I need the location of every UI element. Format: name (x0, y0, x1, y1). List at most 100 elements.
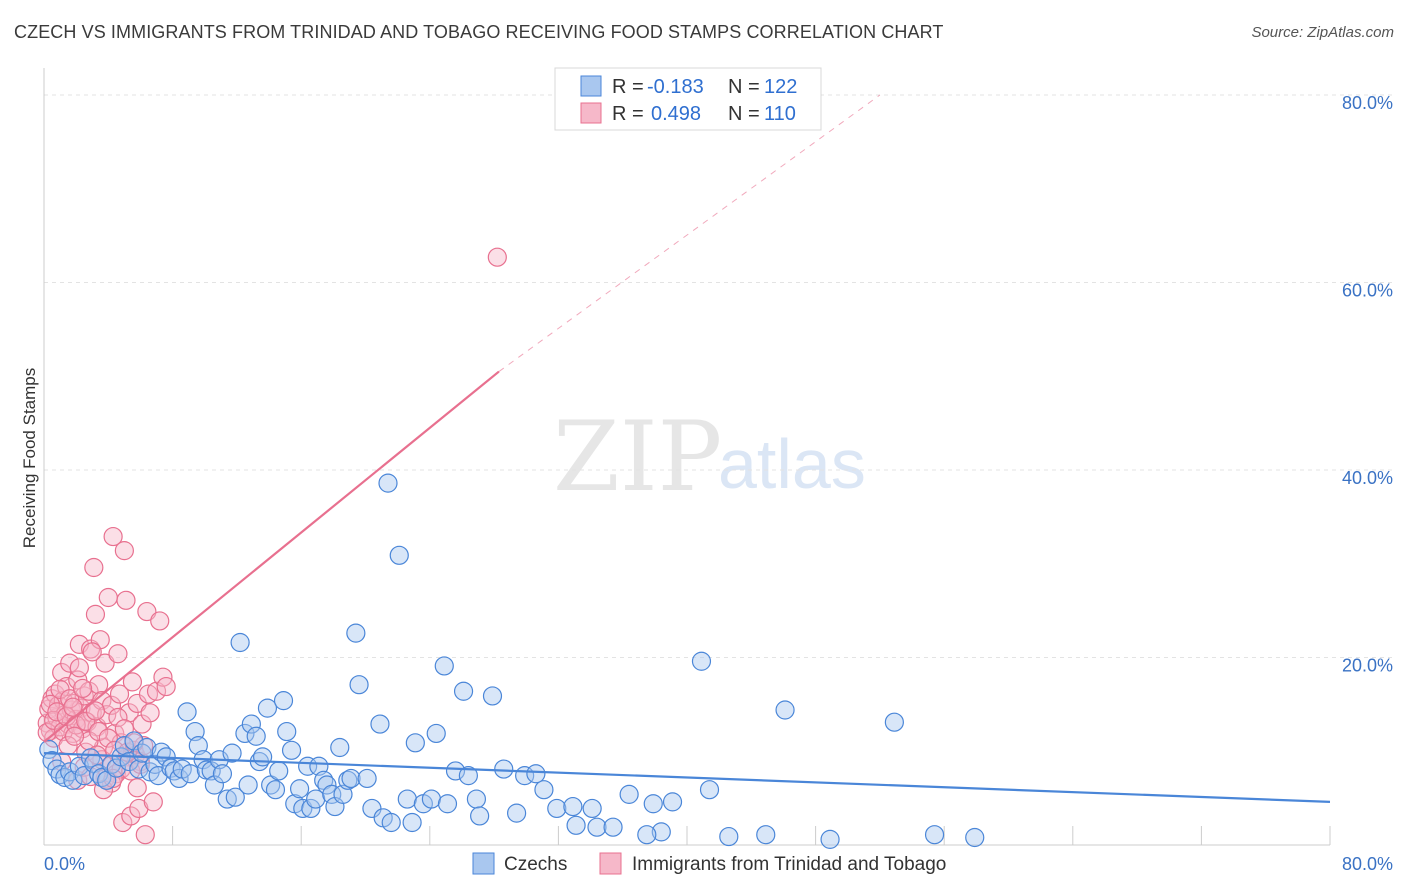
bottom-legend-label-trinidad: Immigrants from Trinidad and Tobago (632, 854, 946, 875)
czech-point-55 (269, 761, 289, 781)
czech-point-114 (756, 825, 776, 845)
czech-point-70 (330, 737, 350, 758)
trinidad-point-37 (97, 705, 117, 725)
czech-point-116 (820, 829, 840, 849)
y-tick-label-80: 80.0% (1342, 93, 1393, 113)
trinidad-point-67 (150, 611, 170, 631)
czech-point-85 (405, 733, 425, 753)
czech-point-68 (322, 784, 342, 804)
x-tick-label-min: 0.0% (44, 854, 85, 874)
bottom-legend-swatch-trinidad (599, 852, 622, 875)
czech-point-89 (434, 656, 454, 676)
trinidad-point-52 (121, 806, 141, 826)
czech-point-76 (357, 768, 377, 789)
czech-point-48 (241, 714, 261, 734)
gridlines (44, 94, 1393, 658)
czech-point-67 (317, 775, 337, 795)
czech-point-52 (257, 698, 278, 718)
trend-lines (43, 94, 1331, 803)
legend-r-label-trinidad: R = (612, 103, 644, 125)
watermark-zip: ZIP (553, 401, 722, 513)
czech-trend-line (43, 752, 1331, 803)
czech-point-101 (547, 798, 567, 819)
legend-n-label-czechs: N = (728, 76, 760, 98)
czech-point-63 (301, 798, 321, 819)
trinidad-point-64 (140, 703, 160, 723)
czech-point-42 (217, 789, 237, 809)
source-label: Source: ZipAtlas.com (1251, 24, 1394, 41)
trinidad-point-36 (95, 653, 115, 673)
czech-point-96 (482, 686, 503, 706)
x-tick-label-max: 80.0% (1342, 854, 1393, 874)
legend-r-value-trinidad: 0.498 (651, 103, 701, 125)
czech-point-91 (445, 761, 466, 781)
czech-point-87 (421, 789, 442, 809)
czech-point-49 (246, 726, 266, 746)
czech-point-112 (699, 780, 720, 800)
trinidad-point-62 (137, 601, 157, 622)
czech-point-110 (662, 792, 683, 812)
czech-point-81 (381, 812, 401, 833)
czech-point-97 (494, 759, 514, 779)
czech-point-46 (235, 723, 255, 744)
czech-point-115 (775, 700, 795, 720)
czech-point-32 (177, 702, 197, 722)
trinidad-point-109 (64, 726, 85, 746)
series-czechs-points (39, 473, 985, 849)
czech-point-105 (587, 817, 607, 837)
czech-point-57 (277, 721, 297, 742)
trinidad-point-44 (108, 644, 128, 664)
legend-r-value-czechs: -0.183 (647, 76, 704, 98)
trinidad-point-81 (72, 678, 93, 699)
legend-swatch-czechs (580, 75, 602, 97)
czech-point-90 (437, 794, 458, 814)
czech-point-77 (362, 798, 382, 819)
bottom-legend-swatch-czechs (472, 852, 495, 875)
czech-point-118 (924, 825, 945, 845)
czech-point-107 (619, 784, 639, 804)
czech-point-73 (341, 768, 361, 789)
trinidad-point-92 (108, 707, 128, 728)
czech-point-39 (204, 775, 224, 795)
czech-point-120 (637, 825, 657, 845)
czech-point-56 (273, 691, 294, 711)
czech-point-75 (349, 675, 369, 695)
trinidad-point-89 (98, 728, 118, 748)
trinidad-point-86 (89, 721, 109, 742)
czech-point-43 (222, 743, 242, 763)
trinidad-point-47 (113, 812, 133, 833)
y-tick-label-40: 40.0% (1342, 468, 1393, 488)
czech-point-44 (225, 787, 245, 807)
czech-point-109 (651, 822, 671, 842)
czech-point-45 (230, 632, 250, 653)
legend-r-label-czechs: R = (612, 76, 644, 98)
trinidad-point-14 (60, 653, 80, 673)
bottom-legend-label-czechs: Czechs (504, 854, 567, 875)
czech-point-82 (389, 545, 409, 565)
czech-point-113 (719, 826, 739, 847)
czech-point-100 (534, 780, 554, 800)
trinidad-point-85 (85, 701, 106, 721)
czech-point-104 (582, 798, 602, 819)
czech-point-41 (212, 764, 233, 784)
trinidad-point-71 (40, 694, 61, 714)
trinidad-point-32 (89, 675, 109, 695)
trinidad-point-59 (132, 714, 152, 734)
czech-point-108 (643, 794, 663, 814)
czech-point-38 (201, 761, 221, 781)
czech-point-54 (265, 780, 286, 800)
legend-swatch-trinidad (580, 102, 602, 124)
trinidad-point-45 (109, 684, 130, 704)
czech-point-78 (370, 714, 390, 734)
czech-point-92 (453, 681, 474, 701)
legend-n-value-czechs: 122 (764, 76, 797, 98)
czech-point-33 (180, 764, 200, 784)
trinidad-trend-line (43, 370, 500, 743)
trinidad-point-41 (103, 526, 123, 547)
czech-point-84 (402, 812, 422, 833)
series-trinidad-points (37, 247, 507, 845)
legend-n-value-trinidad: 110 (764, 103, 796, 125)
trinidad-point-100 (487, 247, 507, 267)
czech-point-102 (563, 796, 583, 817)
